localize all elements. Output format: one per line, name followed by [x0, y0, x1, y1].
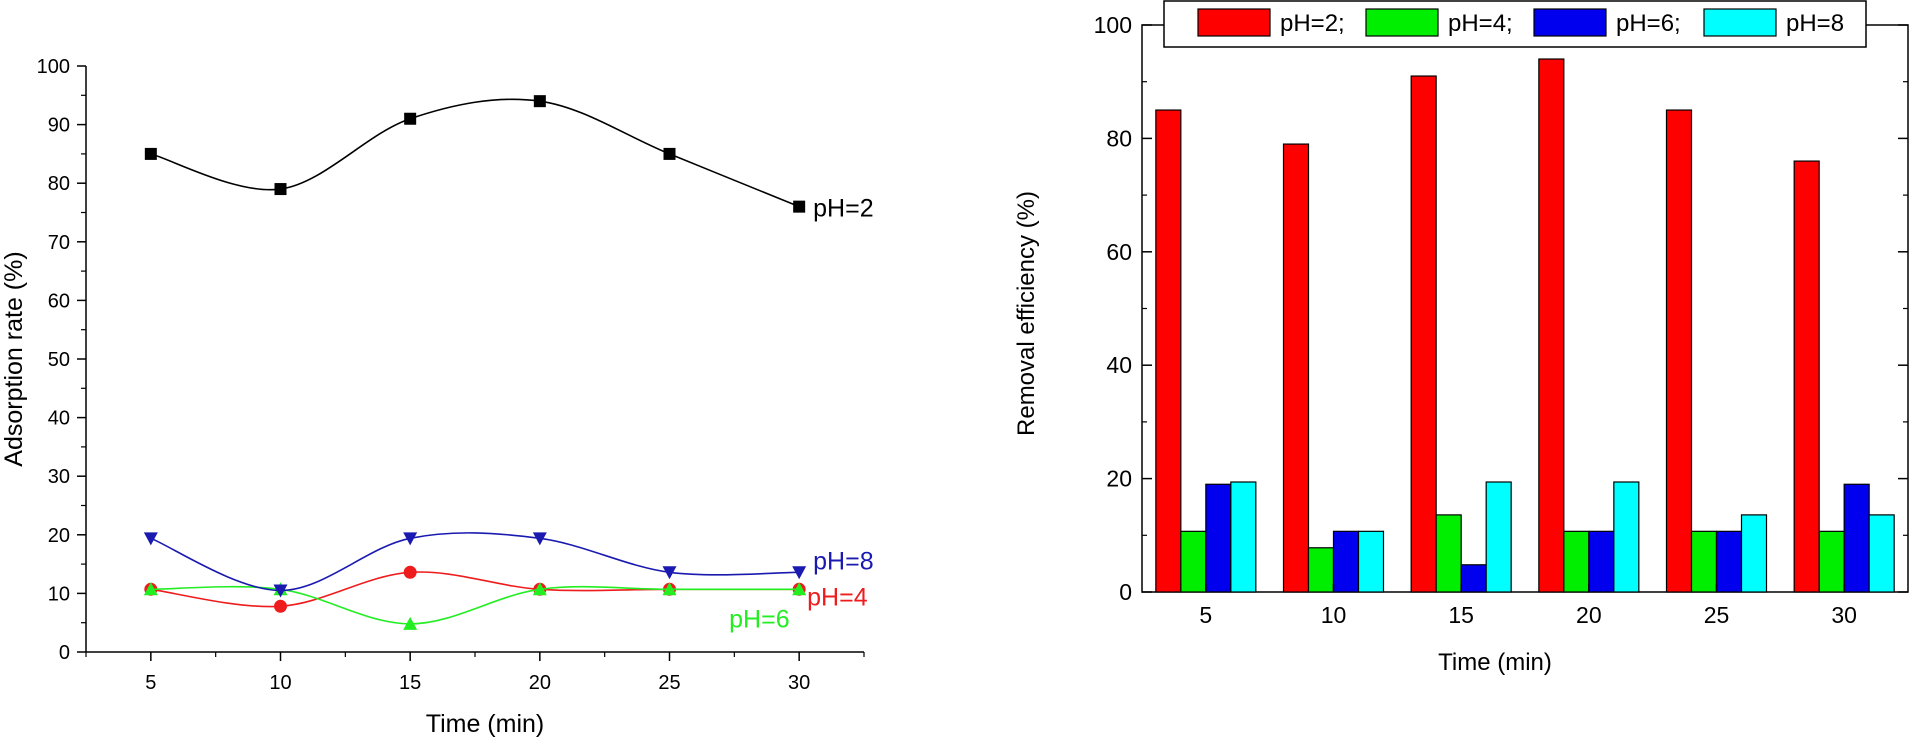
bar-2	[1307, 547, 1335, 593]
bar-3	[1843, 483, 1870, 593]
y-tick-label: 20	[1106, 466, 1132, 492]
y-tick-label: 70	[48, 232, 70, 254]
x-tick-label: 5	[1199, 602, 1212, 628]
legend-label-3: pH=6;	[1616, 10, 1681, 37]
x-axis-title: Time (min)	[1438, 649, 1552, 676]
bar-3	[1715, 530, 1743, 593]
data-point-4	[273, 584, 288, 598]
removal-bar-chart: 0 20 40 60 80 100 5 10 15 20 25 30 Time (min) Removal…	[1013, 0, 1909, 676]
bar-1	[1282, 143, 1310, 593]
x-tick-label: 30	[788, 672, 810, 694]
bar-1	[1155, 109, 1182, 593]
legend-label-4: pH=8	[1786, 10, 1844, 37]
bar-4	[1230, 481, 1257, 593]
bar-3	[1460, 564, 1487, 593]
x-tick-label: 25	[658, 672, 680, 694]
y-tick-label: 30	[48, 466, 70, 488]
y-tick-label: 40	[1106, 352, 1132, 378]
legend-swatch-3	[1533, 8, 1607, 37]
plot-frame	[1141, 24, 1909, 593]
y-tick-label: 50	[48, 349, 70, 371]
data-point-3	[143, 582, 158, 596]
data-point-1	[533, 95, 546, 108]
y-tick-label: 100	[37, 56, 70, 78]
legend: pH=2; pH=4; pH=6; pH=8	[1163, 0, 1867, 48]
bar-1	[1410, 75, 1437, 593]
bar-4	[1485, 481, 1512, 593]
data-point-2	[274, 599, 287, 613]
adsorption-line-chart: 0 10 20 30 40 50 60 70 80 90 100 5 10 15 20 25 30 Time (m…	[0, 56, 874, 738]
bar-4	[1740, 514, 1768, 593]
bar-4	[1868, 514, 1895, 593]
bar-2	[1435, 514, 1462, 593]
data-point-1	[793, 200, 806, 213]
y-tick-label: 90	[48, 115, 70, 137]
x-tick-label: 15	[399, 672, 421, 694]
series-label-2: pH=4	[807, 583, 868, 611]
data-point-4	[403, 532, 418, 546]
data-point-4	[532, 532, 547, 546]
series-label-1: pH=2	[813, 195, 873, 223]
data-point-3	[403, 616, 418, 630]
bar-2	[1180, 530, 1207, 593]
bar-1	[1665, 109, 1693, 593]
bar-4	[1613, 481, 1640, 593]
bar-3	[1332, 530, 1360, 593]
series-line-1	[150, 98, 800, 208]
y-tick-label: 80	[1106, 125, 1132, 151]
bar-3	[1588, 530, 1615, 593]
y-tick-label: 80	[48, 173, 70, 195]
bar-2	[1563, 530, 1590, 593]
y-tick-label: 100	[1094, 12, 1132, 38]
y-tick-label: 40	[48, 408, 70, 430]
bar-1	[1538, 58, 1565, 593]
x-tick-label: 25	[1704, 602, 1730, 628]
y-tick-label: 0	[59, 642, 70, 664]
bar-2	[1690, 530, 1718, 593]
data-point-1	[404, 112, 417, 125]
x-tick-label: 10	[1321, 602, 1347, 628]
data-point-4	[143, 532, 158, 546]
x-tick-label: 20	[529, 672, 551, 694]
series-line-3	[150, 585, 800, 625]
bar-1	[1793, 160, 1820, 593]
y-axis-title: Adsorption rate (%)	[0, 251, 28, 466]
data-point-3	[532, 582, 547, 596]
y-axis-title: Removal efficiency (%)	[1013, 191, 1040, 436]
x-tick-label: 10	[269, 672, 291, 694]
x-tick-label: 30	[1831, 602, 1857, 628]
data-point-4	[792, 566, 807, 580]
bar-3	[1205, 483, 1232, 593]
series-label-4: pH=8	[813, 547, 873, 575]
x-tick-label: 15	[1448, 602, 1474, 628]
legend-label-2: pH=4;	[1448, 10, 1513, 37]
x-axis-title: Time (min)	[426, 710, 545, 738]
y-tick-label: 10	[48, 583, 70, 605]
data-point-2	[403, 565, 417, 579]
y-tick-label: 0	[1119, 579, 1132, 605]
legend-label-1: pH=2;	[1280, 10, 1345, 37]
legend-swatch-4	[1703, 8, 1777, 37]
data-point-1	[144, 147, 157, 160]
x-tick-label: 5	[145, 672, 156, 694]
bar-2	[1818, 530, 1845, 593]
data-point-3	[792, 582, 807, 596]
legend-swatch-1	[1197, 8, 1271, 37]
series-line-4	[150, 532, 800, 592]
data-point-3	[662, 582, 677, 596]
bar-4	[1357, 530, 1385, 593]
y-tick-label: 60	[1106, 239, 1132, 265]
y-tick-label: 60	[48, 290, 70, 312]
legend-swatch-2	[1365, 8, 1439, 37]
data-point-1	[274, 183, 287, 196]
series-label-3: pH=6	[729, 605, 789, 633]
data-point-1	[663, 147, 676, 160]
y-tick-label: 20	[48, 525, 70, 547]
x-tick-label: 20	[1576, 602, 1602, 628]
data-point-4	[662, 566, 677, 580]
